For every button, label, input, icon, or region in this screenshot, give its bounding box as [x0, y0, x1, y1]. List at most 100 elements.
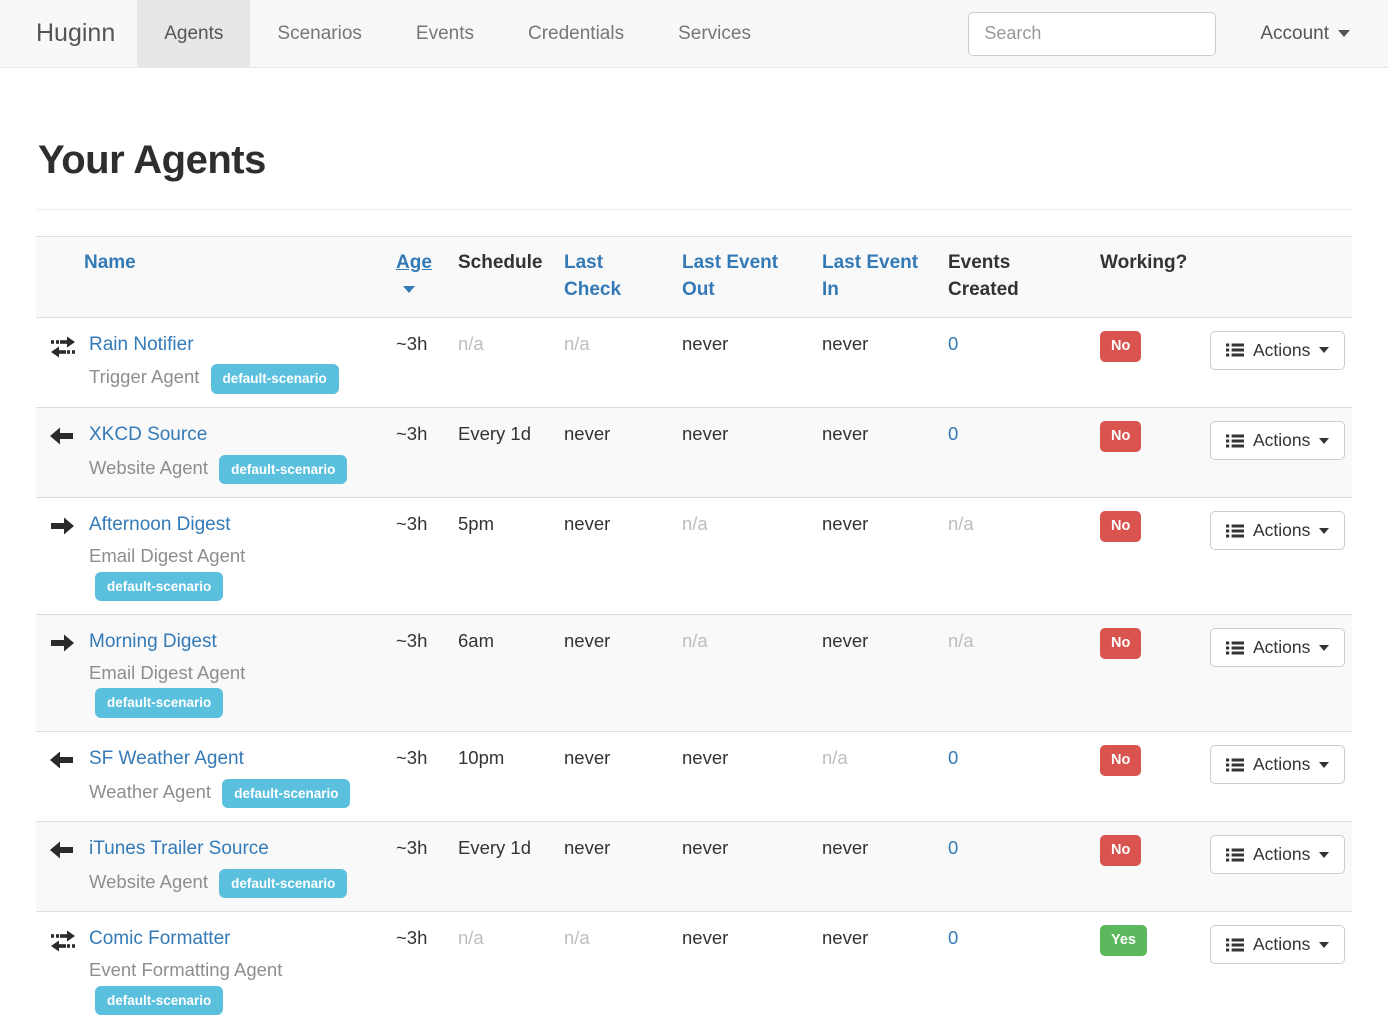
scenario-badge[interactable]: default-scenario	[95, 688, 224, 718]
agent-type-label: Trigger Agent	[89, 366, 200, 388]
last-event-out-cell: never	[674, 821, 814, 912]
tab-credentials[interactable]: Credentials	[527, 22, 625, 44]
sort-by-name[interactable]: Name	[84, 252, 136, 273]
actions-button[interactable]: Actions	[1210, 628, 1346, 668]
table-row: SF Weather Agent Weather Agent default-s…	[36, 730, 1352, 822]
last-event-in-cell: never	[814, 821, 940, 912]
events-created-link[interactable]: 0	[948, 332, 959, 354]
working-badge: No	[1100, 511, 1142, 543]
working-badge: No	[1100, 835, 1142, 867]
actions-button[interactable]: Actions	[1210, 835, 1346, 875]
list-icon	[1226, 524, 1244, 538]
agent-name-link[interactable]: Rain Notifier	[89, 333, 194, 355]
events-created-link: n/a	[948, 513, 974, 535]
age-cell: ~3h	[388, 730, 450, 822]
actions-label: Actions	[1253, 339, 1311, 360]
agent-name-link[interactable]: iTunes Trailer Source	[89, 838, 269, 860]
caret-down-icon	[1319, 437, 1330, 444]
events-created-link[interactable]: 0	[948, 837, 959, 859]
scenario-badge[interactable]: default-scenario	[95, 985, 224, 1016]
agent-name-link[interactable]: XKCD Source	[89, 424, 208, 446]
actions-label: Actions	[1253, 754, 1311, 774]
caret-down-icon	[1319, 941, 1330, 948]
schedule-cell: 10pm	[450, 730, 556, 822]
caret-down-icon	[1338, 30, 1350, 37]
scenario-badge[interactable]: default-scenario	[219, 454, 348, 485]
actions-label: Actions	[1253, 430, 1311, 451]
scenario-badge[interactable]: default-scenario	[222, 778, 351, 809]
age-cell: ~3h	[388, 911, 450, 1028]
last-event-out-cell: never	[674, 407, 814, 498]
agent-name-link[interactable]: Afternoon Digest	[89, 514, 231, 536]
sort-by-last-event-out[interactable]: Last Event Out	[682, 252, 779, 300]
scenario-badge[interactable]: default-scenario	[95, 571, 224, 602]
working-badge: No	[1100, 330, 1142, 362]
last-event-in-cell: n/a	[814, 730, 940, 822]
arrow-left-icon	[50, 841, 73, 859]
last-check-cell: never	[556, 407, 674, 498]
age-cell: ~3h	[388, 497, 450, 615]
last-event-out-cell: never	[674, 316, 814, 408]
list-icon	[1226, 641, 1244, 655]
list-icon	[1226, 938, 1244, 952]
navbar: Huginn Agents Scenarios Events Credentia…	[0, 0, 1388, 68]
last-check-cell: never	[556, 821, 674, 912]
tab-events[interactable]: Events	[415, 22, 474, 44]
events-created-link[interactable]: 0	[948, 423, 959, 445]
agent-name-link[interactable]: SF Weather Agent	[89, 748, 244, 769]
last-event-in-cell: never	[814, 407, 940, 498]
age-cell: ~3h	[388, 614, 450, 732]
list-icon	[1226, 758, 1244, 771]
caret-down-icon	[1319, 851, 1330, 858]
caret-down-icon	[1319, 644, 1330, 651]
sort-by-last-event-in[interactable]: Last Event In	[822, 252, 919, 300]
list-icon	[1226, 343, 1244, 357]
agent-type-label: Event Formatting Agent	[89, 958, 283, 980]
schedule-cell: 6am	[450, 614, 556, 732]
events-created-link[interactable]: 0	[948, 927, 959, 949]
header-schedule: Schedule	[450, 236, 556, 318]
header-events-created: Events Created	[940, 236, 1092, 318]
agent-type-label: Email Digest Agent	[89, 544, 246, 566]
tab-agents[interactable]: Agents	[137, 0, 251, 67]
working-badge: No	[1100, 421, 1142, 453]
table-row: iTunes Trailer Source Website Agent defa…	[36, 821, 1352, 912]
brand-link[interactable]: Huginn	[36, 19, 116, 47]
actions-button[interactable]: Actions	[1210, 511, 1346, 551]
main-content: Your Agents Name Age Schedule Last Check…	[0, 138, 1388, 1028]
scenario-badge[interactable]: default-scenario	[219, 868, 348, 899]
search-input[interactable]	[968, 11, 1217, 56]
exchange-icon	[51, 336, 75, 358]
arrow-right-icon	[51, 634, 74, 652]
schedule-cell: Every 1d	[450, 821, 556, 912]
divider	[36, 209, 1352, 210]
age-cell: ~3h	[388, 407, 450, 498]
agents-table: Name Age Schedule Last Check Last Event …	[36, 236, 1352, 1028]
account-menu[interactable]: Account	[1260, 23, 1350, 45]
tab-scenarios[interactable]: Scenarios	[277, 22, 362, 44]
agent-name-link[interactable]: Comic Formatter	[89, 928, 231, 950]
scenario-badge[interactable]: default-scenario	[210, 364, 339, 395]
tab-services[interactable]: Services	[678, 22, 751, 44]
actions-label: Actions	[1253, 844, 1311, 865]
actions-button[interactable]: Actions	[1210, 925, 1346, 965]
sort-caret-icon	[403, 285, 415, 293]
last-check-cell: n/a	[556, 316, 674, 408]
list-icon	[1226, 434, 1244, 448]
list-icon	[1226, 848, 1244, 862]
caret-down-icon	[1319, 527, 1330, 534]
age-cell: ~3h	[388, 821, 450, 912]
agent-name-link[interactable]: Morning Digest	[89, 631, 217, 653]
navbar-right: Account	[968, 0, 1388, 67]
actions-button[interactable]: Actions	[1210, 745, 1346, 784]
actions-button[interactable]: Actions	[1210, 421, 1346, 461]
agent-type-label: Website Agent	[89, 870, 208, 892]
events-created-link: n/a	[948, 630, 974, 652]
sort-by-last-check[interactable]: Last Check	[564, 252, 622, 300]
sort-by-age[interactable]: Age	[396, 252, 432, 273]
arrow-left-icon	[50, 427, 73, 445]
last-event-out-cell: never	[674, 730, 814, 822]
actions-button[interactable]: Actions	[1210, 330, 1346, 370]
table-row: Afternoon Digest Email Digest Agent defa…	[36, 497, 1352, 615]
events-created-link[interactable]: 0	[948, 747, 959, 768]
